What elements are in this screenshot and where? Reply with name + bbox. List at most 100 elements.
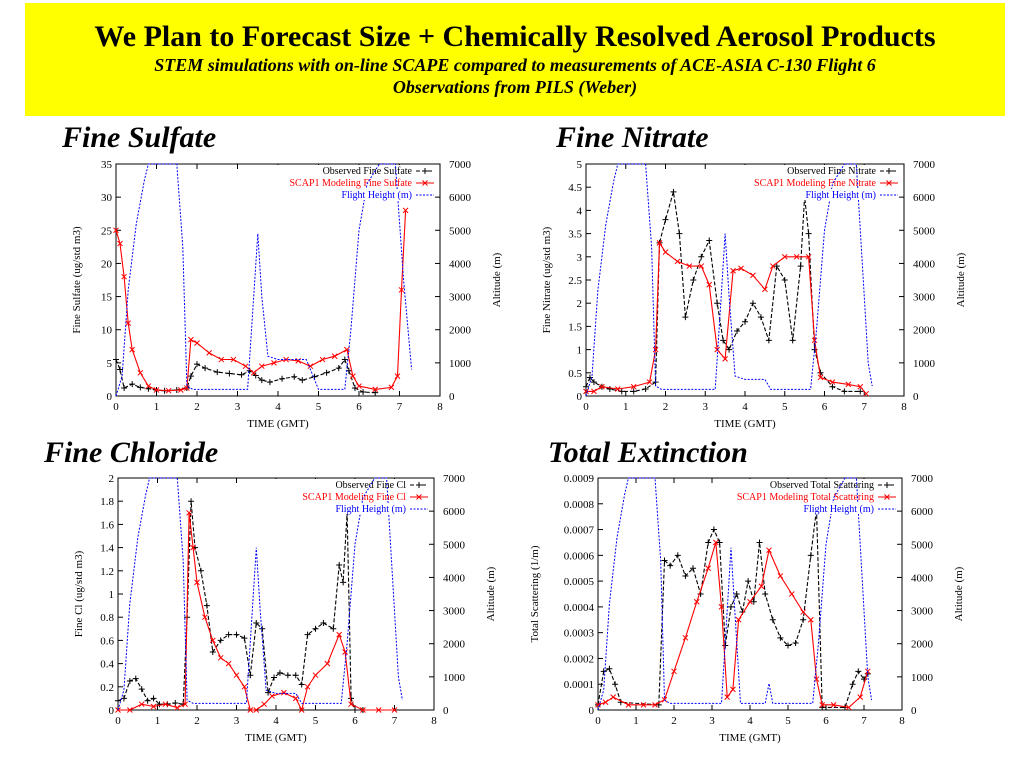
data-point — [819, 701, 826, 708]
data-point — [348, 701, 354, 708]
y-tick-label: 0.0005 — [564, 576, 595, 588]
x-tick-label: 3 — [234, 715, 240, 727]
data-point — [265, 689, 272, 696]
data-point — [299, 377, 306, 384]
y-tick-label: 35 — [101, 159, 113, 171]
page-subtitle-line-2: Observations from PILS (Weber) — [392, 77, 638, 97]
data-point — [125, 320, 132, 326]
y-tick-label: 5 — [107, 358, 113, 370]
data-point — [698, 253, 705, 260]
legend-marker — [422, 180, 428, 186]
data-point — [788, 591, 795, 597]
data-point — [203, 602, 210, 609]
data-point — [342, 649, 348, 655]
x-tick-label: 4 — [275, 401, 281, 413]
data-point — [750, 598, 757, 605]
data-point — [652, 701, 658, 708]
data-point — [745, 578, 752, 585]
y2-tick-label: 6000 — [449, 192, 472, 204]
data-point — [340, 579, 347, 586]
data-point — [372, 386, 379, 393]
data-point — [730, 686, 736, 693]
data-point — [614, 386, 621, 392]
y2-tick-label: 4000 — [913, 258, 936, 270]
data-point — [610, 694, 617, 700]
data-point — [769, 616, 776, 623]
data-point — [735, 616, 742, 623]
data-point — [630, 383, 637, 390]
y-tick-label: 2 — [577, 298, 583, 310]
data-point — [238, 371, 245, 378]
data-point — [217, 654, 224, 661]
data-point — [291, 373, 298, 380]
data-point — [209, 649, 216, 655]
data-point — [726, 346, 733, 353]
total-extinction-chart: 0 1 2 3 4 5 6 7 800.00010.00020.00030.00040.0005… — [529, 473, 965, 744]
data-point — [402, 207, 409, 214]
data-point — [261, 701, 268, 708]
y-tick-label: 0.0004 — [564, 602, 595, 614]
x-tick-label: 1 — [633, 715, 639, 727]
data-point — [769, 263, 776, 269]
y2-tick-label: 5000 — [449, 225, 472, 237]
y-tick-label: 0.8 — [100, 612, 114, 624]
y-tick-label: 0 — [107, 391, 113, 403]
data-point — [642, 386, 649, 393]
y2-tick-label: 1000 — [449, 358, 472, 370]
y2-axis-label: Altitude (m) — [953, 566, 965, 621]
series-line — [597, 508, 869, 708]
legend-marker — [416, 482, 422, 488]
data-point — [375, 707, 382, 713]
data-point — [640, 701, 647, 708]
fine-nitrate-chart: 0 1 2 3 4 5 6 7 800.511.522.533.544.550100020003… — [541, 159, 967, 430]
data-point — [137, 384, 144, 391]
data-point — [662, 216, 669, 223]
data-point — [350, 373, 356, 379]
series-line — [118, 512, 395, 712]
data-point — [674, 552, 681, 559]
page-title: We Plan to Forecast Size + Chemically Re… — [94, 20, 936, 53]
series-flight-height-m — [115, 163, 413, 397]
data-point — [242, 363, 249, 370]
y-tick-label: 1.2 — [100, 566, 114, 578]
data-point — [323, 369, 330, 376]
data-point — [190, 544, 196, 551]
data-point — [722, 356, 728, 362]
y2-tick-label: 0 — [449, 391, 455, 403]
x-tick-label: 4 — [273, 715, 279, 727]
y2-tick-label: 4000 — [443, 572, 466, 584]
legend-label: SCAP1 Modeling Fine Sulfate — [289, 178, 412, 189]
legend-label: Observed Fine Nitrate — [787, 166, 876, 177]
data-point — [218, 356, 225, 363]
data-point — [202, 614, 208, 621]
data-point — [162, 701, 169, 708]
y-tick-label: 0.2 — [100, 682, 114, 694]
data-point — [188, 498, 195, 505]
data-point — [225, 660, 232, 667]
data-point — [765, 337, 772, 344]
fine-chloride-chart: 0 1 2 3 4 5 6 7 800.20.40.60.811.21.41.61.820100… — [73, 473, 497, 744]
data-point — [811, 337, 818, 344]
y2-tick-label: 1000 — [911, 672, 934, 684]
legend-label: Flight Height (m) — [805, 190, 876, 201]
x-tick-label: 7 — [861, 715, 867, 727]
data-point — [137, 369, 144, 376]
data-point — [773, 263, 780, 270]
data-point — [177, 387, 184, 393]
data-point — [304, 631, 311, 638]
data-point — [662, 249, 669, 256]
fine-sulfate-chart: 0 1 2 3 4 5 6 7 80510152025303501000200030004000… — [71, 159, 503, 430]
data-point — [845, 381, 852, 388]
y-tick-label: 4.5 — [568, 182, 582, 194]
y2-tick-label: 3000 — [443, 606, 466, 618]
y2-tick-label: 6000 — [913, 192, 936, 204]
x-axis-label: TIME (GMT) — [714, 418, 776, 430]
data-point — [292, 695, 299, 702]
legend-label: Flight Height (m) — [335, 504, 406, 515]
data-point — [150, 695, 157, 702]
y2-tick-label: 3000 — [911, 606, 934, 618]
legend-background — [260, 491, 408, 502]
data-point — [113, 356, 119, 363]
data-point — [682, 314, 689, 321]
x-axis-label: TIME (GMT) — [247, 418, 309, 430]
